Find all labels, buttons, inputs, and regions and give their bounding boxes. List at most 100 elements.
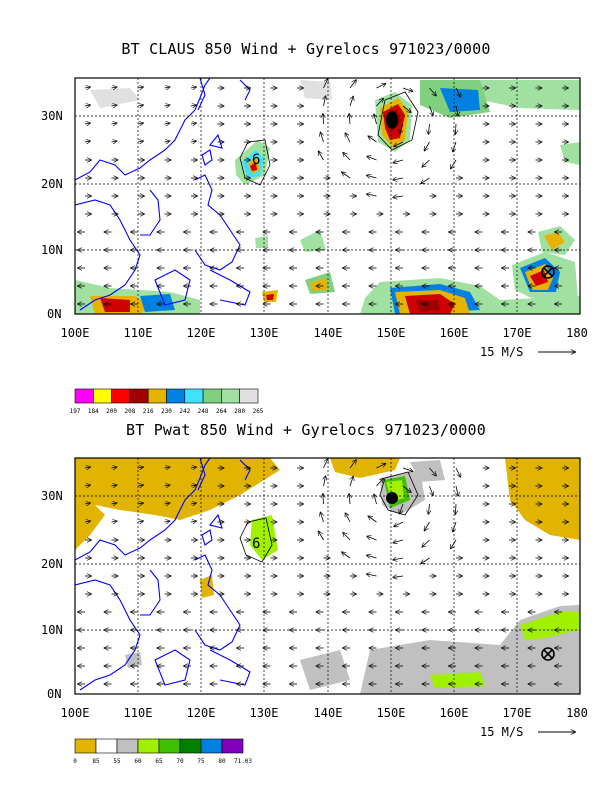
wind-arrow [424, 141, 430, 151]
wind-arrow [84, 87, 90, 88]
lon-label-180: 180 [566, 706, 588, 720]
lon-label-170e: 170E [503, 326, 532, 340]
legend-swatch [158, 738, 181, 754]
wind-arrow [376, 479, 384, 487]
lon-label-100e: 100E [61, 326, 90, 340]
wind-arrow [376, 84, 386, 89]
wind-arrow [393, 540, 404, 543]
bottom-pwat-field [75, 458, 580, 694]
wind-arrow [343, 153, 351, 161]
legend-swatch [200, 738, 223, 754]
wind-arrow [164, 521, 170, 522]
top-gyre-filled-circle-marker [386, 111, 398, 129]
bottom-map-panel: 6 30N 20N 10N 0N 100E 110E 120E 130E 140… [41, 457, 588, 765]
wind-arrow [111, 467, 117, 468]
wind-arrow [111, 503, 117, 504]
lon-label-140e: 140E [314, 706, 343, 720]
wind-arrow [429, 87, 436, 96]
legend-swatch [202, 388, 222, 404]
legend-swatch [74, 738, 97, 754]
legend-label: 184 [88, 408, 99, 415]
legend-label: 230 [161, 408, 172, 415]
wind-arrow [393, 178, 404, 180]
legend-swatch [184, 388, 204, 404]
legend-label: 70 [176, 758, 184, 765]
wind-arrow [374, 114, 376, 125]
wind-arrow [393, 576, 404, 577]
lon-label-180: 180 [566, 326, 588, 340]
legend-label: 248 [198, 408, 209, 415]
wind-arrow [349, 460, 356, 469]
wind-arrow [429, 467, 436, 476]
lon-label-160e: 160E [440, 706, 469, 720]
lon-label-150e: 150E [377, 326, 406, 340]
wind-arrow [137, 503, 143, 504]
wind-arrow [367, 574, 377, 576]
lat-label-20n: 20N [41, 177, 63, 191]
legend-swatch [74, 388, 94, 404]
wind-arrow [323, 79, 328, 89]
legend-label: 55 [113, 758, 121, 765]
wind-arrow [367, 555, 377, 558]
legend-swatch [147, 388, 167, 404]
legend-swatch [239, 388, 259, 404]
lon-label-120e: 120E [187, 326, 216, 340]
top-lon-labels: 100E 110E 120E 130E 140E 150E 160E 170E … [61, 326, 588, 340]
wind-arrow [111, 123, 117, 124]
wind-arrow [164, 141, 170, 142]
wind-arrow [349, 494, 350, 505]
wind-arrow [190, 141, 196, 142]
wind-arrow [84, 485, 90, 486]
lon-label-170e: 170E [503, 706, 532, 720]
legend-label: 80 [218, 758, 226, 765]
wind-arrow [402, 87, 412, 91]
legend-swatch [137, 738, 160, 754]
wind-arrow [190, 521, 196, 522]
bottom-gyre-circle-x-marker [541, 647, 555, 661]
legend-label: 65 [155, 758, 163, 765]
top-color-legend: 197 184 200 208 216 230 242 248 264 280 265 [70, 388, 264, 415]
top-coastlines [75, 78, 251, 311]
wind-arrow [349, 80, 356, 89]
wind-arrow [137, 123, 143, 124]
legend-label: 265 [253, 408, 264, 415]
top-map-panel: 6 30N 20N 10N 0N 100E 110E 120E 130E 140… [41, 77, 588, 415]
wind-arrow [137, 485, 143, 486]
wind-arrow [400, 503, 404, 513]
wind-arrow [451, 159, 457, 168]
legend-label: 85 [92, 758, 100, 765]
wind-arrow [400, 123, 404, 133]
top-gyre-circle-x-marker [541, 265, 555, 279]
legend-swatch [93, 388, 112, 404]
wind-arrow [342, 552, 351, 559]
bottom-gyre-filled-circle-marker [386, 492, 398, 504]
bottom-wind-scale: 15 M/S [480, 725, 575, 739]
wind-arrow [164, 485, 170, 486]
wind-arrow [349, 477, 353, 487]
top-wind-scale: 15 M/S [480, 345, 575, 359]
legend-swatch [179, 738, 202, 754]
wind-arrow [320, 132, 323, 143]
top-gyre-6-marker: 6 [252, 152, 260, 168]
wind-arrow [164, 467, 170, 468]
wind-arrow [349, 97, 353, 107]
wind-arrow [137, 87, 143, 88]
wind-arrow [402, 105, 411, 112]
wind-arrow [190, 105, 196, 106]
wind-arrow [402, 485, 411, 492]
top-panel-title: BT CLAUS 850 Wind + Gyrelocs 971023/0000 [121, 40, 491, 58]
wind-arrow [428, 503, 429, 514]
wind-arrow [190, 467, 196, 468]
wind-arrow [393, 196, 404, 197]
wind-arrow [424, 521, 430, 531]
wind-arrow [376, 464, 386, 469]
wind-arrow [190, 87, 196, 88]
wind-arrow [190, 503, 196, 504]
legend-label: 60 [134, 758, 142, 765]
wind-arrow [368, 516, 377, 523]
wind-arrow [343, 533, 351, 541]
wind-arrow [324, 96, 326, 107]
wind-arrow [345, 513, 351, 523]
bottom-map-frame [74, 457, 581, 695]
